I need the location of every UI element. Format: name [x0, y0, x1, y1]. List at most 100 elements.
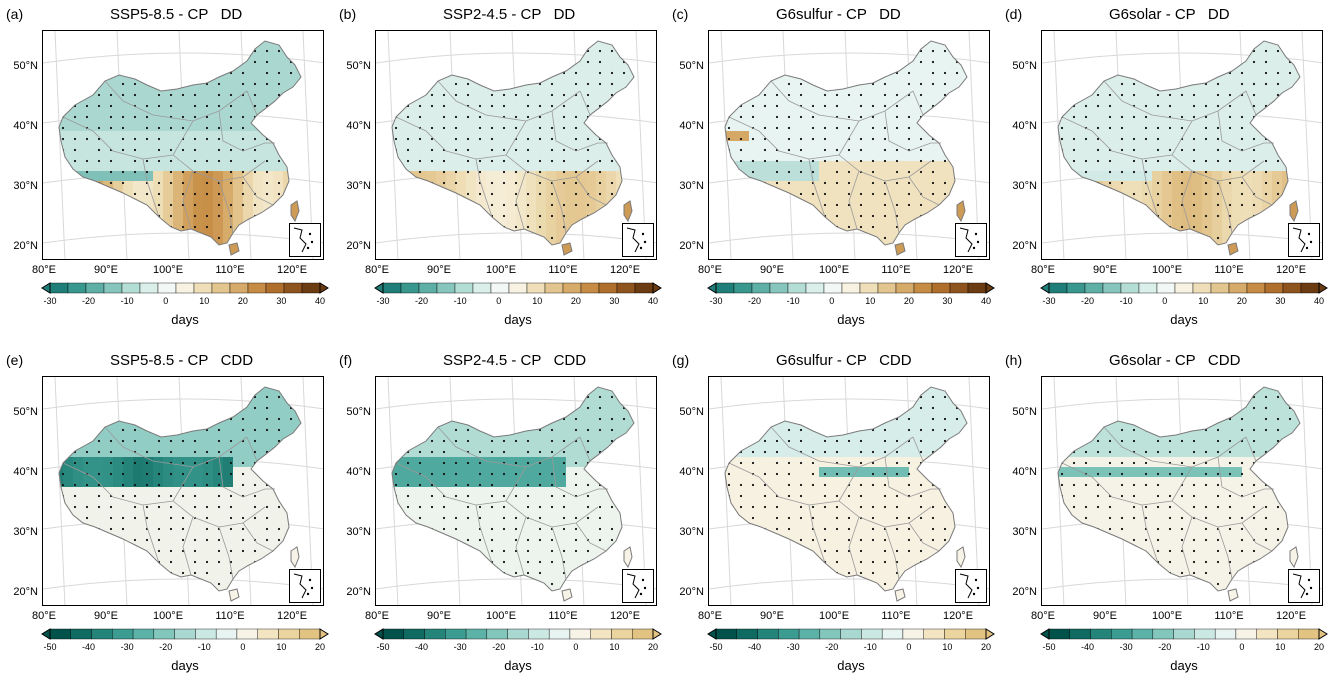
map-panel: (c) G6sulfur - CP DD 50°N 40°N 30°N 20°N 80°E 9…	[666, 0, 995, 330]
colorbar-tick-label: 30	[942, 296, 953, 306]
province-border	[1241, 522, 1273, 552]
colorbar-swatch	[769, 282, 789, 294]
colorbar-swatch	[283, 282, 303, 294]
graticule-line	[1301, 377, 1313, 605]
colorbar-arrow-high	[985, 628, 995, 640]
colorbar-swatch	[616, 282, 636, 294]
south-china-sea-inset	[289, 223, 321, 257]
lat-label: 40°N	[13, 466, 38, 478]
colorbar-tick-label: -30	[120, 642, 134, 652]
lat-label: 20°N	[346, 240, 371, 252]
colorbar-swatch	[436, 282, 456, 294]
lon-label: 90°E	[427, 264, 451, 276]
colorbar	[707, 628, 995, 640]
colorbar-swatch	[465, 628, 488, 640]
colorbar-tick-label: -20	[492, 642, 506, 652]
lon-label: 90°E	[1093, 264, 1117, 276]
colorbar-swatch	[902, 628, 924, 640]
colorbar-swatch	[562, 282, 582, 294]
province-border	[575, 176, 607, 206]
province-border	[1241, 176, 1273, 206]
colorbar-arrow-high	[652, 628, 662, 640]
lon-label: 120°E	[1275, 610, 1307, 622]
province-border	[551, 526, 567, 580]
colorbar-arrow-low	[707, 282, 717, 294]
colorbar-swatch	[1048, 628, 1070, 640]
province-border	[1217, 456, 1274, 498]
colorbar-swatch	[70, 628, 92, 640]
province-border	[515, 516, 527, 576]
colorbar-swatch	[634, 282, 654, 294]
colorbar-swatch	[913, 282, 933, 294]
colorbar-swatch	[67, 282, 87, 294]
lat-label: 30°N	[679, 180, 704, 192]
colorbar-swatch	[1152, 628, 1174, 640]
shaded-field	[59, 387, 301, 591]
colorbar-tick-label: 30	[1275, 296, 1286, 306]
colorbar-tick-label: -40	[415, 642, 429, 652]
lon-label: 100°E	[818, 264, 850, 276]
lon-label: 100°E	[485, 264, 517, 276]
colorbar-swatch	[1066, 282, 1086, 294]
colorbar-swatch	[1282, 282, 1302, 294]
graticule-line	[376, 232, 656, 244]
province-border	[1061, 462, 1143, 506]
colorbar-swatch	[733, 282, 753, 294]
map-panel: (a) SSP5-8.5 - CP DD 50°N 40°N 30°N 20°N 80°E 9…	[0, 0, 329, 330]
colorbar-label: days	[171, 312, 199, 327]
colorbar-swatch	[418, 282, 438, 294]
graticule-line	[968, 377, 980, 605]
colorbar-swatch	[445, 628, 467, 640]
colorbar-swatch	[195, 628, 217, 640]
lat-label: 30°N	[13, 180, 38, 192]
hainan-outline	[894, 588, 906, 602]
map-frame	[42, 30, 324, 260]
south-china-sea-inset	[622, 569, 654, 603]
province-border	[808, 158, 826, 218]
lon-label: 120°E	[1275, 264, 1307, 276]
south-china-sea-inset	[622, 223, 654, 257]
lon-label: 100°E	[152, 264, 184, 276]
lon-label: 80°E	[1031, 610, 1055, 622]
province-border	[475, 504, 493, 564]
province-border	[218, 456, 275, 498]
lat-label: 20°N	[346, 586, 371, 598]
lon-label: 110°E	[1214, 610, 1244, 622]
taiwan-outline	[1289, 200, 1299, 223]
colorbar-tick-label: 40	[647, 296, 658, 306]
colorbar-swatch	[859, 282, 879, 294]
lat-label: 40°N	[679, 466, 704, 478]
colorbar-swatch	[949, 282, 969, 294]
colorbar-swatch	[778, 628, 800, 640]
colorbar-arrow-high	[652, 282, 662, 294]
lat-label: 30°N	[1012, 526, 1037, 538]
colorbar-swatch	[1246, 282, 1266, 294]
lat-label: 20°N	[679, 240, 704, 252]
province-border	[182, 516, 194, 576]
province-border	[728, 462, 810, 506]
colorbar-tick-label: 0	[829, 296, 835, 306]
china-map	[709, 31, 989, 259]
graticule-line	[43, 232, 323, 244]
shaded-field	[1058, 41, 1300, 245]
colorbar-tick-label: 0	[496, 296, 502, 306]
colorbar-swatch	[157, 282, 177, 294]
colorbar-swatch	[787, 282, 807, 294]
colorbar-arrow-low	[1040, 628, 1050, 640]
colorbar-tick-label: 30	[276, 296, 287, 306]
colorbar-swatch	[1298, 628, 1320, 640]
colorbar-swatch	[526, 282, 546, 294]
colorbar-tick-label: 30	[609, 296, 620, 306]
colorbar-swatch	[1090, 628, 1112, 640]
colorbar-tick-label: -20	[1158, 642, 1172, 652]
colorbar-tick-label: -20	[82, 296, 96, 306]
colorbar-tick-label: -30	[376, 296, 390, 306]
graticule-line	[1042, 232, 1322, 244]
colorbar-tick-label: 20	[1236, 296, 1247, 306]
colorbar-swatch	[454, 282, 474, 294]
colorbar-tick-label: 0	[240, 642, 246, 652]
lat-label: 50°N	[1012, 406, 1037, 418]
lat-label: 40°N	[346, 120, 371, 132]
colorbar-swatch	[1131, 628, 1154, 640]
colorbar	[1040, 628, 1328, 640]
